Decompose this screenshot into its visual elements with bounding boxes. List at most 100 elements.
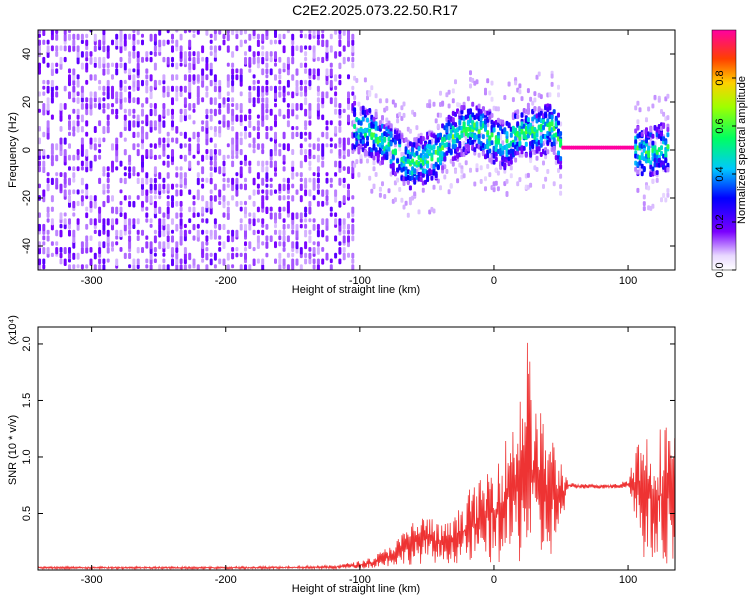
spectrogram-noise-cell	[286, 108, 290, 116]
spectrogram-noise-cell	[171, 229, 174, 234]
spectrogram-noise-cell	[235, 131, 239, 140]
spectrogram-noise-cell	[98, 212, 102, 220]
spectrogram-noise-cell	[334, 108, 338, 115]
spectrogram-noise-cell	[115, 45, 119, 50]
spectrogram-noise-cell	[291, 166, 295, 172]
x-tick-label: -200	[215, 574, 237, 586]
spectrogram-noise-cell	[149, 195, 153, 203]
spectrogram-halo-cell	[503, 95, 507, 100]
y-tick-label: 20	[21, 96, 33, 108]
spectrogram-noise-cell	[205, 200, 209, 209]
spectrogram-halo-cell	[406, 212, 410, 218]
spectrogram-noise-cell	[85, 149, 89, 157]
spectrogram-noise-cell	[132, 200, 136, 208]
spectrogram-noise-cell	[312, 218, 316, 223]
spectrogram-noise-cell	[85, 45, 89, 51]
spectrogram-noise-cell	[304, 56, 308, 62]
spectrogram-halo-cell	[398, 146, 402, 152]
spectrogram-noise-cell	[38, 183, 41, 189]
spectrogram-ridge-cell	[402, 181, 406, 186]
spectrogram-noise-cell	[334, 172, 338, 177]
spectrogram-noise-cell	[171, 195, 174, 202]
spectrogram-noise-cell	[226, 74, 230, 82]
spectrogram-noise-cell	[38, 166, 41, 173]
spectrogram-noise-cell	[175, 183, 179, 188]
spectrogram-noise-cell	[106, 126, 110, 134]
spectrogram-noise-cell	[171, 183, 174, 190]
spectrogram-noise-cell	[132, 258, 136, 266]
spectrogram-noise-cell	[252, 51, 256, 58]
spectrogram-noise-cell	[299, 264, 303, 270]
spectrogram-noise-cell	[50, 223, 54, 231]
spectrogram-noise-cell	[295, 45, 299, 51]
spectrogram-noise-cell	[278, 79, 282, 85]
spectrogram-noise-cell	[226, 143, 230, 148]
spectrogram-noise-cell	[342, 195, 346, 203]
spectrogram-noise-cell	[42, 30, 46, 36]
spectrogram-noise-cell	[291, 229, 295, 235]
spectrogram-noise-cell	[201, 97, 205, 103]
spectrogram-noise-cell	[256, 97, 260, 104]
spectrogram-noise-cell	[321, 33, 325, 39]
spectrogram-noise-cell	[213, 56, 217, 62]
spectrogram-noise-cell	[80, 33, 84, 41]
spectrogram-noise-cell	[239, 166, 243, 175]
spectrogram-noise-cell	[115, 62, 119, 69]
spectrogram-noise-cell	[68, 264, 71, 270]
spectrogram-ridge-cell	[451, 117, 455, 123]
spectrogram-noise-cell	[231, 252, 235, 260]
spectrogram-noise-cell	[295, 212, 299, 220]
spectrogram-noise-cell	[115, 91, 119, 99]
spectrogram-noise-cell	[115, 143, 119, 151]
spectrogram-halo-cell	[496, 106, 500, 112]
spectrogram-ridge-cell	[383, 136, 387, 142]
spectrogram-ridge-cell	[443, 156, 447, 162]
spectrogram-noise-cell	[261, 189, 265, 194]
spectrogram-noise-cell	[256, 235, 260, 243]
spectrogram-noise-cell	[115, 218, 119, 225]
spectrogram-ridge-cell	[548, 131, 552, 137]
spectrogram-noise-cell	[42, 195, 46, 203]
spectrogram-noise-cell	[98, 258, 102, 265]
spectrogram-ridge-cell	[638, 160, 642, 166]
spectrogram-noise-cell	[342, 183, 346, 189]
spectrogram-halo-cell	[378, 192, 382, 198]
spectrogram-noise-cell	[265, 85, 269, 93]
spectrogram-noise-cell	[153, 126, 157, 131]
spectrogram-noise-cell	[205, 62, 209, 71]
spectrogram-halo-cell	[507, 81, 511, 87]
spectrogram-ridge-cell	[492, 127, 496, 133]
spectrogram-noise-cell	[132, 51, 136, 59]
spectrogram-ridge-cell	[550, 121, 554, 127]
spectrogram-noise-cell	[128, 218, 132, 226]
spectrogram-noise-cell	[231, 85, 235, 93]
spectrogram-halo-cell	[557, 168, 560, 173]
spectrogram-noise-cell	[329, 264, 333, 270]
spectrogram-noise-cell	[316, 91, 320, 97]
spectrogram-noise-cell	[149, 264, 153, 270]
spectrogram-ridge-cell	[559, 164, 563, 170]
spectrogram-ridge-cell	[441, 165, 445, 171]
spectrogram-ridge-cell	[408, 185, 412, 191]
spectrogram-noise-cell	[89, 103, 93, 110]
spectrogram-noise-cell	[85, 108, 89, 116]
spectrogram-halo-cell	[378, 186, 382, 192]
spectrogram-noise-cell	[325, 39, 329, 48]
spectrogram-noise-cell	[72, 126, 76, 133]
spectrogram-noise-cell	[136, 218, 140, 225]
spectrogram-noise-cell	[192, 108, 196, 113]
spectrogram-noise-cell	[132, 223, 136, 229]
spectrogram-noise-cell	[209, 62, 213, 70]
spectrogram-noise-cell	[72, 131, 76, 137]
spectrogram-noise-cell	[201, 183, 205, 189]
spectrogram-noise-cell	[196, 212, 200, 218]
spectrogram-halo-cell	[535, 74, 539, 80]
spectrogram-noise-cell	[235, 183, 239, 191]
spectrogram-noise-cell	[338, 30, 342, 35]
spectrogram-noise-cell	[252, 137, 256, 144]
spectrogram-noise-cell	[231, 126, 235, 132]
spectrogram-noise-cell	[321, 91, 325, 98]
spectrogram-noise-cell	[231, 108, 235, 116]
spectrogram-noise-cell	[80, 114, 84, 123]
spectrogram-noise-cell	[183, 131, 187, 139]
